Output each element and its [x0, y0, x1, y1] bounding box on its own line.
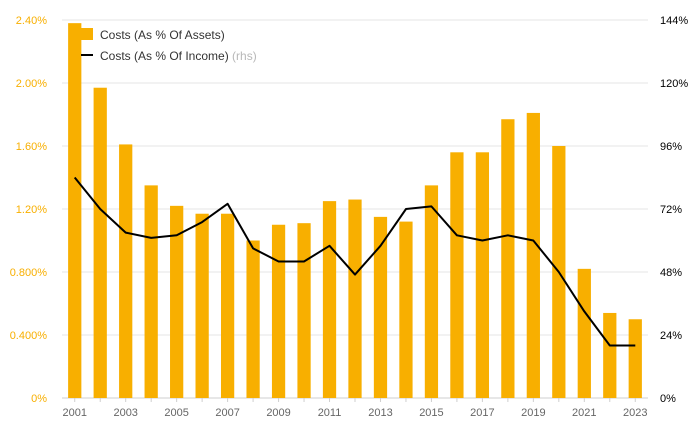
legend-label-costs-income-name: Costs (As % Of Income)	[100, 49, 229, 63]
x-tick-label: 2007	[215, 407, 239, 419]
bar-2008	[246, 240, 260, 398]
line-series-costs-income	[73, 176, 636, 347]
bar-2009	[271, 224, 286, 398]
right-tick-label: 120%	[660, 78, 688, 90]
bar-2016	[450, 152, 464, 398]
x-tick-label: 2011	[318, 407, 342, 419]
x-tick-label: 2023	[623, 407, 647, 419]
bar-2021	[577, 268, 591, 398]
left-tick-label: 0.800%	[10, 267, 48, 279]
x-tick-label: 2015	[419, 407, 443, 419]
right-y-axis: 0% 24% 48% 72% 96% 120% 144%	[660, 15, 688, 405]
right-tick-label: 96%	[660, 141, 682, 153]
bar-2014	[399, 221, 413, 398]
left-tick-label: 0%	[31, 393, 47, 405]
x-tick-label: 2009	[266, 407, 290, 419]
line-path-costs-income	[73, 176, 636, 347]
bar-2003	[119, 144, 133, 398]
x-tick-label: 2019	[521, 407, 545, 419]
x-tick-label: 2021	[572, 407, 596, 419]
legend-label-rhs: (rhs)	[232, 49, 257, 63]
x-tick-label: 2005	[164, 407, 188, 419]
bar-2007	[220, 213, 235, 398]
x-tick-label: 2017	[470, 407, 494, 419]
bar-2013	[373, 216, 388, 398]
x-axis: 2001 2003 2005 2007 2009 2011 2013 2015 2017 2019…	[62, 398, 648, 419]
right-tick-label: 144%	[660, 15, 688, 27]
bar-2019	[526, 112, 540, 399]
bar-2005	[170, 205, 184, 398]
x-tick-label: 2013	[368, 407, 392, 419]
bar-2001	[68, 23, 82, 399]
x-tick-label: 2003	[113, 407, 137, 419]
legend-label-costs-assets: Costs (As % Of Assets)	[100, 28, 225, 42]
right-tick-label: 48%	[660, 267, 682, 279]
left-y-axis: 0% 0.400% 0.800% 1.20% 1.60% 2.00% 2.40%	[10, 15, 48, 405]
bar-2018	[501, 119, 515, 398]
left-tick-label: 0.400%	[10, 330, 48, 342]
bar-2012	[348, 199, 362, 398]
bar-2011	[322, 201, 337, 398]
left-tick-label: 2.00%	[16, 78, 47, 90]
bar-2006	[195, 213, 209, 398]
left-tick-label: 2.40%	[16, 15, 47, 27]
right-tick-label: 72%	[660, 204, 682, 216]
right-tick-label: 0%	[660, 393, 676, 405]
bar-series-costs-assets	[68, 23, 642, 399]
left-tick-label: 1.60%	[16, 141, 47, 153]
left-tick-label: 1.20%	[16, 204, 47, 216]
bar-2010	[297, 223, 311, 398]
bar-2017	[475, 152, 490, 398]
legend: Costs (As % Of Assets) Costs (As % Of In…	[81, 28, 257, 63]
bar-2004	[144, 185, 158, 398]
bar-2015	[424, 185, 439, 398]
bar-2023	[628, 319, 642, 398]
legend-label-costs-income: Costs (As % Of Income) (rhs)	[100, 49, 257, 63]
bar-2002	[93, 87, 107, 398]
x-tick-label: 2001	[62, 407, 86, 419]
right-tick-label: 24%	[660, 330, 682, 342]
legend-swatch-bar	[81, 28, 93, 40]
bar-2022	[603, 312, 617, 398]
